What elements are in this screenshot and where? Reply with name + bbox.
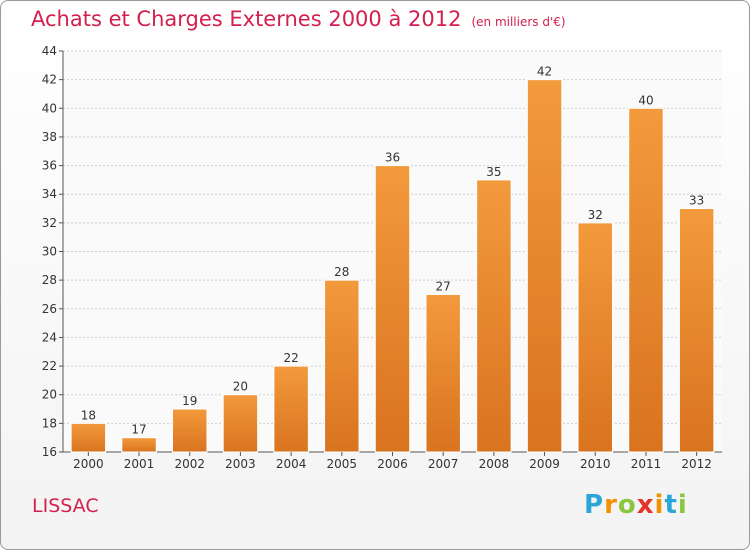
- logo-letter: i: [677, 490, 688, 520]
- data-label: 18: [81, 408, 96, 422]
- y-tick-label: 38: [42, 130, 57, 144]
- bar: [476, 179, 512, 453]
- data-label: 27: [436, 279, 451, 293]
- data-label: 28: [334, 265, 349, 279]
- y-tick-label: 16: [42, 445, 57, 459]
- x-tick-label: 2011: [631, 457, 662, 471]
- bar: [577, 222, 614, 453]
- x-tick-label: 2012: [681, 457, 712, 471]
- x-tick-label: 2005: [327, 457, 358, 471]
- bar: [222, 394, 259, 453]
- logo-letter: i: [654, 490, 665, 520]
- x-tick-label: 2001: [124, 457, 155, 471]
- y-tick-label: 20: [42, 388, 57, 402]
- y-tick-label: 18: [42, 416, 57, 430]
- x-tick-label: 2010: [580, 457, 611, 471]
- bar: [526, 79, 563, 453]
- bar: [171, 408, 208, 453]
- y-tick-label: 22: [42, 359, 57, 373]
- data-label: 17: [131, 423, 146, 437]
- bar: [678, 208, 715, 453]
- bar: [121, 437, 157, 453]
- bar: [70, 422, 107, 453]
- location-label: LISSAC: [32, 495, 99, 517]
- x-tick-label: 2007: [428, 457, 459, 471]
- data-label: 32: [588, 208, 603, 222]
- data-label: 19: [182, 394, 197, 408]
- chart-title-text: Achats et Charges Externes 2000 à 2012: [31, 7, 462, 31]
- chart-subtitle: (en milliers d'€): [471, 15, 566, 29]
- y-tick-label: 30: [42, 245, 57, 259]
- x-tick-label: 2004: [276, 457, 307, 471]
- data-label: 35: [486, 165, 501, 179]
- logo-letter: r: [604, 490, 618, 520]
- bar: [425, 293, 461, 453]
- y-tick-label: 34: [42, 187, 57, 201]
- data-label: 22: [283, 351, 298, 365]
- x-tick-label: 2003: [225, 457, 256, 471]
- y-tick-label: 40: [42, 101, 57, 115]
- data-label: 36: [385, 151, 400, 165]
- logo-letter: P: [584, 490, 605, 520]
- y-tick-label: 36: [42, 159, 57, 173]
- y-tick-label: 44: [42, 44, 57, 58]
- x-tick-label: 2000: [73, 457, 104, 471]
- chart-title: Achats et Charges Externes 2000 à 2012 (e…: [31, 7, 566, 31]
- y-tick-label: 28: [42, 273, 57, 287]
- y-tick-label: 26: [42, 302, 57, 316]
- x-tick-label: 2006: [377, 457, 408, 471]
- logo-letter: t: [664, 490, 678, 520]
- data-label: 33: [689, 194, 704, 208]
- y-tick-label: 32: [42, 216, 57, 230]
- data-label: 20: [233, 380, 248, 394]
- y-tick-label: 24: [42, 330, 57, 344]
- y-tick-label: 42: [42, 73, 57, 87]
- x-tick-label: 2002: [174, 457, 205, 471]
- bar: [324, 279, 360, 453]
- data-label: 42: [537, 65, 552, 79]
- data-label: 40: [638, 93, 653, 107]
- x-tick-label: 2008: [479, 457, 510, 471]
- proxiti-logo: Proxiti: [584, 490, 688, 520]
- bar: [273, 365, 309, 453]
- bar: [628, 107, 664, 453]
- bar: [374, 165, 411, 453]
- x-tick-label: 2009: [529, 457, 560, 471]
- logo-letter: o: [617, 490, 637, 520]
- logo-letter: x: [636, 490, 655, 520]
